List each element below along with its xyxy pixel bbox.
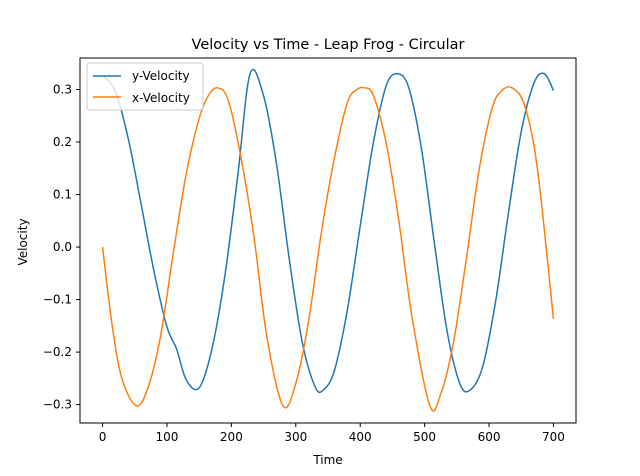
- y-tick-label: 0.3: [53, 83, 72, 97]
- y-tick-label: −0.1: [43, 293, 72, 307]
- x-tick-label: 700: [542, 430, 565, 444]
- legend-label-y-velocity: y-Velocity: [132, 69, 190, 83]
- legend-label-x-velocity: x-Velocity: [132, 91, 190, 105]
- legend-box: [86, 62, 204, 111]
- y-axis: −0.3 −0.2 −0.1 0.0 0.1 0.2 0.3: [43, 83, 80, 412]
- legend: y-Velocity x-Velocity: [86, 62, 204, 111]
- x-tick-label: 500: [413, 430, 436, 444]
- plot-area: [79, 57, 577, 424]
- y-tick-label: 0.2: [53, 135, 72, 149]
- series-layer: [101, 68, 555, 412]
- series-line-y-velocity: [101, 68, 555, 394]
- x-tick-label: 0: [99, 430, 107, 444]
- x-axis-label: Time: [312, 453, 342, 467]
- chart-title: Velocity vs Time - Leap Frog - Circular: [192, 37, 465, 53]
- x-tick-label: 400: [349, 430, 372, 444]
- plot-frame: [79, 57, 577, 424]
- x-axis: 0 100 200 300 400 500 600 700: [99, 423, 565, 444]
- y-tick-label: 0.0: [53, 240, 72, 254]
- series-line-x-velocity: [101, 86, 555, 412]
- y-tick-label: 0.1: [53, 188, 72, 202]
- y-axis-label: Velocity: [16, 218, 30, 265]
- x-tick-label: 600: [478, 430, 501, 444]
- y-tick-label: −0.3: [43, 398, 72, 412]
- x-tick-label: 300: [284, 430, 307, 444]
- x-tick-label: 200: [220, 430, 243, 444]
- x-tick-label: 100: [156, 430, 179, 444]
- y-tick-label: −0.2: [43, 345, 72, 359]
